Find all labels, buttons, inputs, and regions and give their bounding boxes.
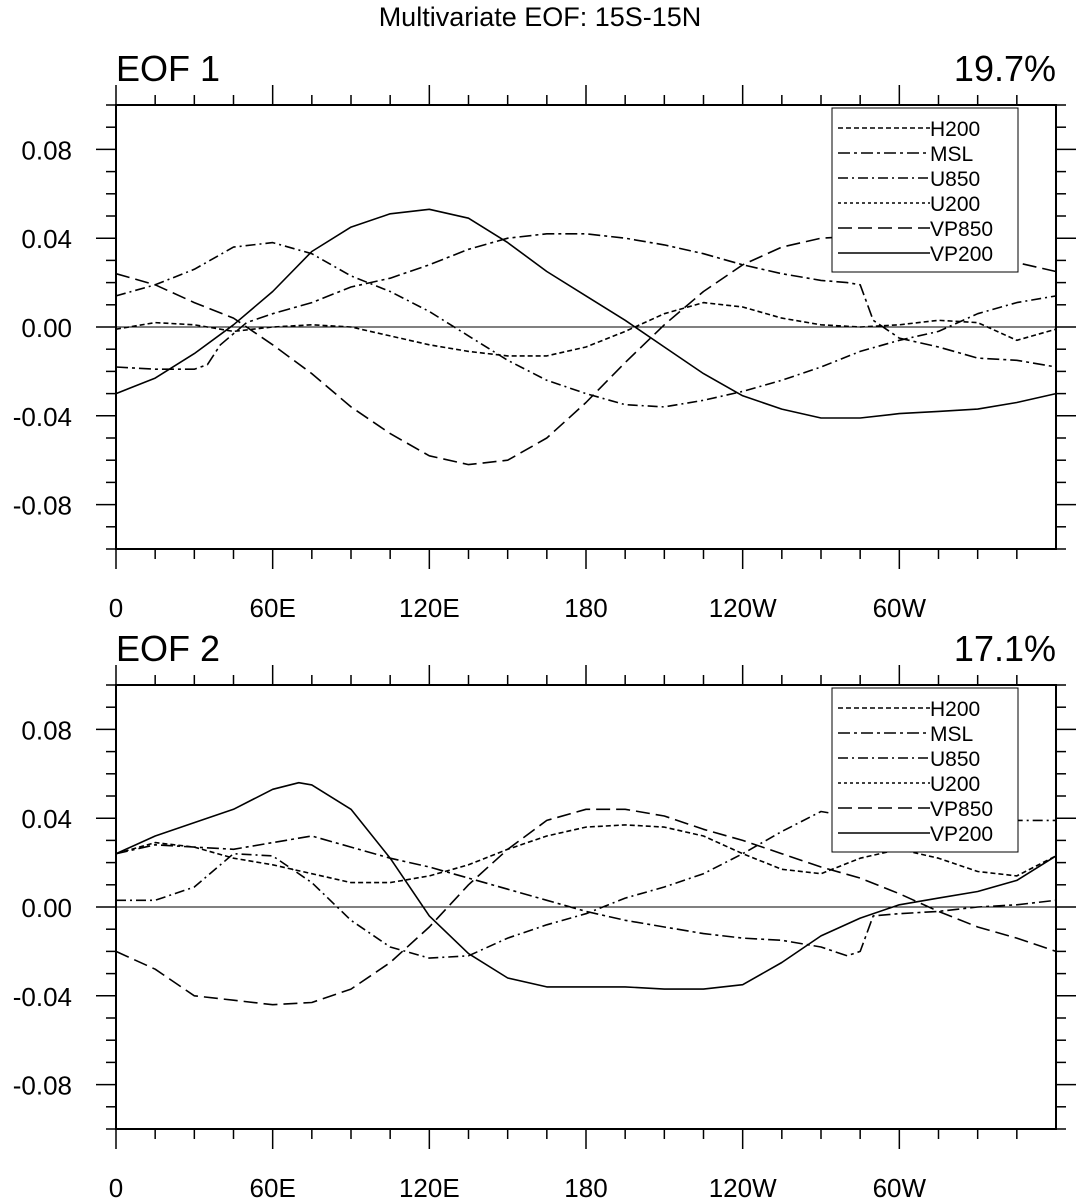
series-line-msl [115, 233, 1057, 371]
legend-label: VP850 [930, 218, 993, 241]
y-tick-label: -0.08 [13, 491, 72, 521]
series-line-msl [115, 835, 1057, 957]
x-tick-label: 60W [873, 593, 927, 623]
x-tick-label: 180 [564, 1173, 607, 1200]
y-tick-label: -0.08 [13, 1071, 72, 1101]
x-tick-label: 120W [709, 1173, 777, 1200]
legend-label: VP200 [930, 823, 993, 846]
series-line-u850 [115, 241, 1057, 408]
legend-label: MSL [930, 143, 973, 166]
y-tick-label: -0.04 [13, 982, 72, 1012]
x-tick-label: 60E [250, 593, 296, 623]
eof-2-panel: EOF 2 17.1% 0 60E 120E 180 120W 60W 0.08 0.04 0.00… [13, 628, 1076, 1200]
variance-percent: 17.1% [954, 628, 1056, 669]
legend-label: U850 [930, 748, 980, 771]
series-line-vp850 [115, 808, 1057, 1006]
x-tick-label: 0 [109, 593, 123, 623]
panel-title: EOF 2 [116, 628, 220, 669]
x-tick-label: 120W [709, 593, 777, 623]
series-line-vp200 [115, 208, 1057, 419]
y-tick-label: 0.08 [21, 135, 72, 165]
x-tick-label: 120E [399, 1173, 460, 1200]
series-line-h200 [115, 301, 1057, 357]
legend-label: U200 [930, 193, 980, 216]
y-tick-label: 0.00 [21, 893, 72, 923]
x-tick-label: 60W [873, 1173, 927, 1200]
y-tick-label: 0.04 [21, 224, 72, 254]
figure-title: Multivariate EOF: 15S-15N [379, 2, 702, 32]
panel-title: EOF 1 [116, 48, 220, 89]
y-tick-label: -0.04 [13, 402, 72, 432]
y-tick-label: 0.00 [21, 313, 72, 343]
y-tick-label: 0.04 [21, 804, 72, 834]
legend-label: H200 [930, 698, 980, 721]
x-tick-label: 60E [250, 1173, 296, 1200]
variance-percent: 19.7% [954, 48, 1056, 89]
x-tick-label: 120E [399, 593, 460, 623]
y-tick-label: 0.08 [21, 715, 72, 745]
eof-1-panel: EOF 1 19.7% 0 60E 120E 180 120W 60W 0.08 0.04 0.00… [13, 48, 1076, 623]
legend-label: VP200 [930, 243, 993, 266]
x-tick-label: 180 [564, 593, 607, 623]
legend-label: H200 [930, 118, 980, 141]
legend-box [831, 107, 1019, 273]
legend-label: U850 [930, 168, 980, 191]
legend-label: U200 [930, 773, 980, 796]
legend-label: MSL [930, 723, 973, 746]
legend-box [831, 687, 1019, 853]
x-tick-label: 0 [109, 1173, 123, 1200]
legend-label: VP850 [930, 798, 993, 821]
series-line-vp200 [115, 781, 1057, 990]
